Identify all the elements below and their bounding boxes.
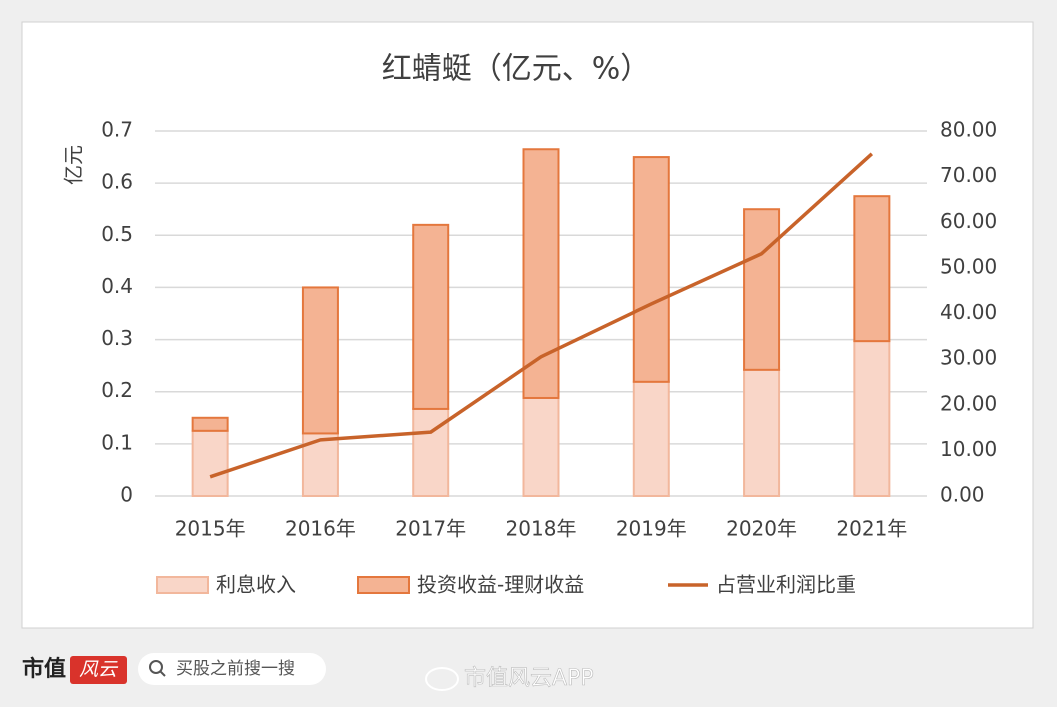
bar-segment (853, 340, 891, 497)
chart-title: 红蜻蜓（亿元、%） (382, 52, 651, 87)
x-tick-label: 2018年 (506, 517, 577, 541)
bar-segment (632, 380, 670, 497)
bar-segment (743, 368, 781, 498)
y2-tick-label: 20.00 (940, 391, 997, 415)
bar-segment (191, 416, 229, 432)
x-tick-label: 2017年 (395, 517, 466, 541)
y2-tick-label: 0.00 (940, 483, 985, 507)
x-tick-label: 2016年 (285, 517, 356, 541)
brand-logo-box (70, 656, 127, 684)
bar-segment (301, 286, 339, 435)
legend-swatch (357, 576, 410, 594)
y2-tick-label: 10.00 (940, 437, 997, 461)
y-tick-label: 0.6 (101, 170, 133, 194)
y-tick-label: 0.5 (101, 222, 133, 246)
bar-segment (522, 396, 560, 498)
legend-label: 利息收入 (216, 573, 296, 597)
y-tick-label: 0 (120, 483, 133, 507)
y-tick-label: 0.4 (101, 274, 133, 298)
bar-segment (522, 148, 560, 399)
x-tick-label: 2020年 (726, 517, 797, 541)
bar-segment (632, 156, 670, 383)
x-tick-label: 2019年 (616, 517, 687, 541)
y2-tick-label: 70.00 (940, 163, 997, 187)
bar-segment (853, 195, 891, 343)
legend-label: 投资收益-理财收益 (417, 573, 584, 597)
line-series (209, 152, 874, 479)
bar-segment (412, 223, 450, 410)
weibo-icon (425, 667, 459, 691)
y-tick-label: 0.3 (101, 326, 133, 350)
legend-swatch (156, 576, 209, 594)
y2-tick-label: 40.00 (940, 300, 997, 324)
search-text: 买股之前搜一搜 (176, 659, 295, 679)
y-tick-label: 0.1 (101, 430, 133, 454)
brand: 市值 (22, 656, 66, 682)
search-icon (149, 660, 163, 674)
y-axis-title: 亿元 (62, 145, 86, 185)
weibo-text: 市值风云APP (464, 666, 594, 691)
search-icon (159, 670, 166, 677)
y2-tick-label: 60.00 (940, 209, 997, 233)
bar-segment (743, 208, 781, 371)
x-tick-label: 2021年 (836, 517, 907, 541)
x-tick-label: 2015年 (175, 517, 246, 541)
bar-segment (191, 429, 229, 498)
y2-tick-label: 80.00 (940, 118, 997, 142)
y-tick-label: 0.7 (101, 118, 133, 142)
y2-tick-label: 50.00 (940, 254, 997, 278)
y-tick-label: 0.2 (101, 378, 133, 402)
plot-area: 0 0.1 0.2 0.3 0.4 0.5 0.6 0.7 0.00 10.00 20.00 30.0… (101, 118, 997, 597)
y2-tick-label: 30.00 (940, 346, 997, 370)
legend-label: 占营业利润比重 (716, 573, 856, 597)
brand-logo: 风云 (79, 659, 119, 681)
search-box[interactable] (138, 653, 326, 685)
